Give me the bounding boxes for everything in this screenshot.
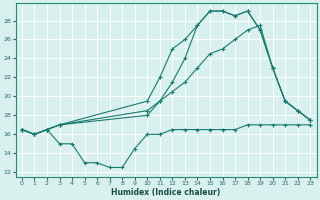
X-axis label: Humidex (Indice chaleur): Humidex (Indice chaleur) <box>111 188 221 197</box>
